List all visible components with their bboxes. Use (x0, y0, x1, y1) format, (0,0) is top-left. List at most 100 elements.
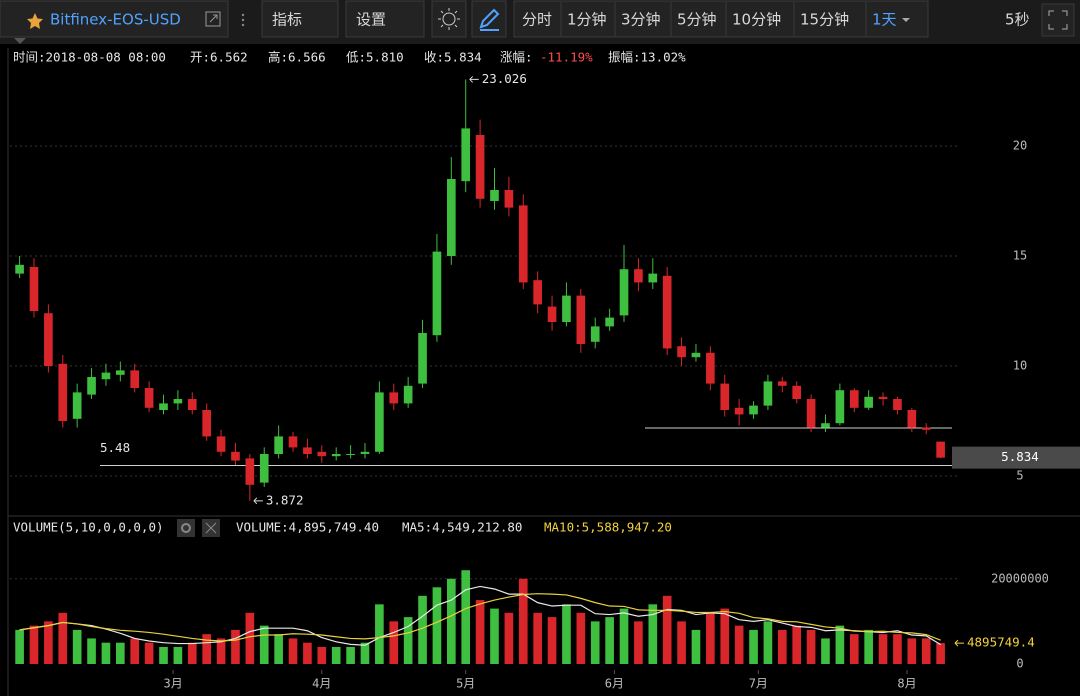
volume-bar (403, 617, 413, 664)
volume-bar (461, 570, 471, 664)
volume-info: VOLUME(5,10,0,0,0,0) (13, 520, 164, 535)
toolbar-notch (14, 38, 26, 44)
popout-icon[interactable] (205, 11, 221, 27)
star-icon[interactable] (27, 13, 43, 29)
volume-bar (490, 608, 499, 664)
candle-body (907, 410, 917, 428)
x-tick-label: 6月 (605, 677, 624, 691)
candle-body (317, 451, 327, 457)
volume-bar (447, 578, 456, 664)
period-option[interactable]: 15分钟 (800, 11, 849, 29)
ma10-line (19, 593, 941, 642)
volume-bar (878, 634, 888, 664)
candle-body (518, 205, 528, 283)
volume-bar (29, 625, 39, 664)
candle-body (72, 392, 82, 419)
volume-bar (749, 629, 758, 664)
candle-body (605, 317, 614, 327)
draw-button[interactable] (471, 0, 507, 38)
candle-body (648, 273, 658, 283)
period-option[interactable]: 10分钟 (732, 11, 781, 29)
settings-button[interactable] (345, 0, 425, 38)
sun-icon (438, 8, 460, 30)
candle-body (360, 451, 370, 454)
period-option[interactable]: 3分钟 (621, 11, 661, 29)
volume-bar (159, 646, 168, 664)
volume-bar (936, 643, 945, 664)
ohlc-info: 时间:2018-08-08 08:00 (13, 50, 166, 65)
volume-bar (806, 629, 816, 664)
volume-bar (677, 621, 686, 664)
period-option[interactable]: 5分钟 (677, 11, 717, 29)
volume-bar (907, 638, 917, 664)
candle-body (58, 363, 68, 421)
period-option[interactable]: 1分钟 (567, 11, 607, 29)
last-volume-label: 4895749.4 (967, 635, 1035, 650)
candle-body (490, 190, 499, 201)
candle-body (936, 441, 945, 458)
volume-bar (547, 617, 557, 664)
volume-bar (792, 625, 802, 664)
refresh-label[interactable]: 5秒 (1005, 11, 1030, 29)
indicator-button[interactable] (261, 0, 339, 38)
volume-bar (835, 625, 845, 664)
volume-bar (58, 612, 68, 664)
candle-body (590, 326, 600, 342)
candle-body (101, 372, 111, 380)
period-option[interactable]: 分时 (522, 11, 552, 29)
arrow (954, 639, 964, 647)
theme-button[interactable] (431, 0, 467, 38)
support-label: 5.48 (100, 440, 130, 455)
candle-body (216, 436, 226, 452)
volume-bar (303, 642, 312, 664)
volume-bar (44, 621, 53, 664)
candle-body (547, 306, 557, 322)
volume-bar (216, 638, 226, 664)
volume-bar (619, 608, 629, 664)
volume-bar (87, 638, 96, 664)
volume-bar (763, 621, 773, 664)
candle-body (231, 451, 240, 461)
last-price-box (952, 446, 1080, 469)
ohlc-info: 涨幅: (500, 50, 533, 65)
candle-body (144, 388, 154, 408)
candle-body (346, 454, 355, 455)
dropdown-caret (902, 18, 910, 22)
volume-bar (360, 642, 370, 664)
candle-body (288, 436, 298, 448)
volume-bar (777, 629, 787, 664)
indicator-label: 指标 (272, 11, 302, 29)
volume-bar (562, 604, 571, 664)
fullscreen-button[interactable] (1041, 3, 1075, 37)
volume-info: MA5:4,549,212.80 (402, 520, 522, 535)
volume-bar (101, 642, 111, 664)
volume-bar (375, 604, 384, 664)
volume-info: VOLUME:4,895,749.40 (236, 520, 379, 535)
volume-bar (317, 646, 327, 664)
volume-tick-label: 0 (1016, 657, 1023, 671)
volume-bar (475, 600, 485, 664)
candle-body (331, 454, 341, 457)
volume-bar (187, 642, 197, 664)
close-icon (205, 522, 217, 534)
volume-bar (504, 612, 514, 664)
volume-bar (849, 634, 859, 664)
high-annotation: 23.026 (482, 71, 527, 86)
candle-body (418, 333, 427, 384)
candle-body (777, 381, 787, 386)
volume-bar (245, 612, 255, 664)
ohlc-info: 开:6.562 (190, 50, 248, 65)
candle-body (634, 269, 643, 283)
x-tick-label: 5月 (456, 677, 475, 691)
candle-body (706, 352, 715, 384)
fullscreen-icon (1048, 10, 1068, 30)
candle-body (202, 410, 211, 437)
period-option[interactable]: 1天 (872, 11, 897, 29)
gear-button[interactable] (177, 519, 195, 537)
volume-bar (144, 642, 154, 664)
volume-bar (821, 638, 830, 664)
volume-bar (389, 621, 399, 664)
candle-body (245, 458, 255, 485)
volume-bar (202, 634, 211, 664)
candle-body (187, 399, 197, 410)
